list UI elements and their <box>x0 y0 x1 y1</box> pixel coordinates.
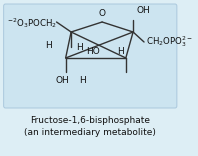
Text: HO: HO <box>87 47 100 56</box>
FancyBboxPatch shape <box>4 4 177 108</box>
Text: $^{-2}$O$_3$POCH$_2$: $^{-2}$O$_3$POCH$_2$ <box>7 16 57 30</box>
Text: H: H <box>77 42 83 51</box>
Text: H: H <box>45 41 52 51</box>
Text: Fructose-1,6-bisphosphate: Fructose-1,6-bisphosphate <box>30 116 150 125</box>
Text: H: H <box>117 47 123 56</box>
Text: OH: OH <box>137 6 150 15</box>
Text: CH$_2$OPO$_3^{2-}$: CH$_2$OPO$_3^{2-}$ <box>146 34 193 49</box>
Text: OH: OH <box>55 76 69 85</box>
Text: H: H <box>79 76 85 85</box>
Text: (an intermediary metabolite): (an intermediary metabolite) <box>24 128 156 137</box>
Text: O: O <box>99 9 106 18</box>
